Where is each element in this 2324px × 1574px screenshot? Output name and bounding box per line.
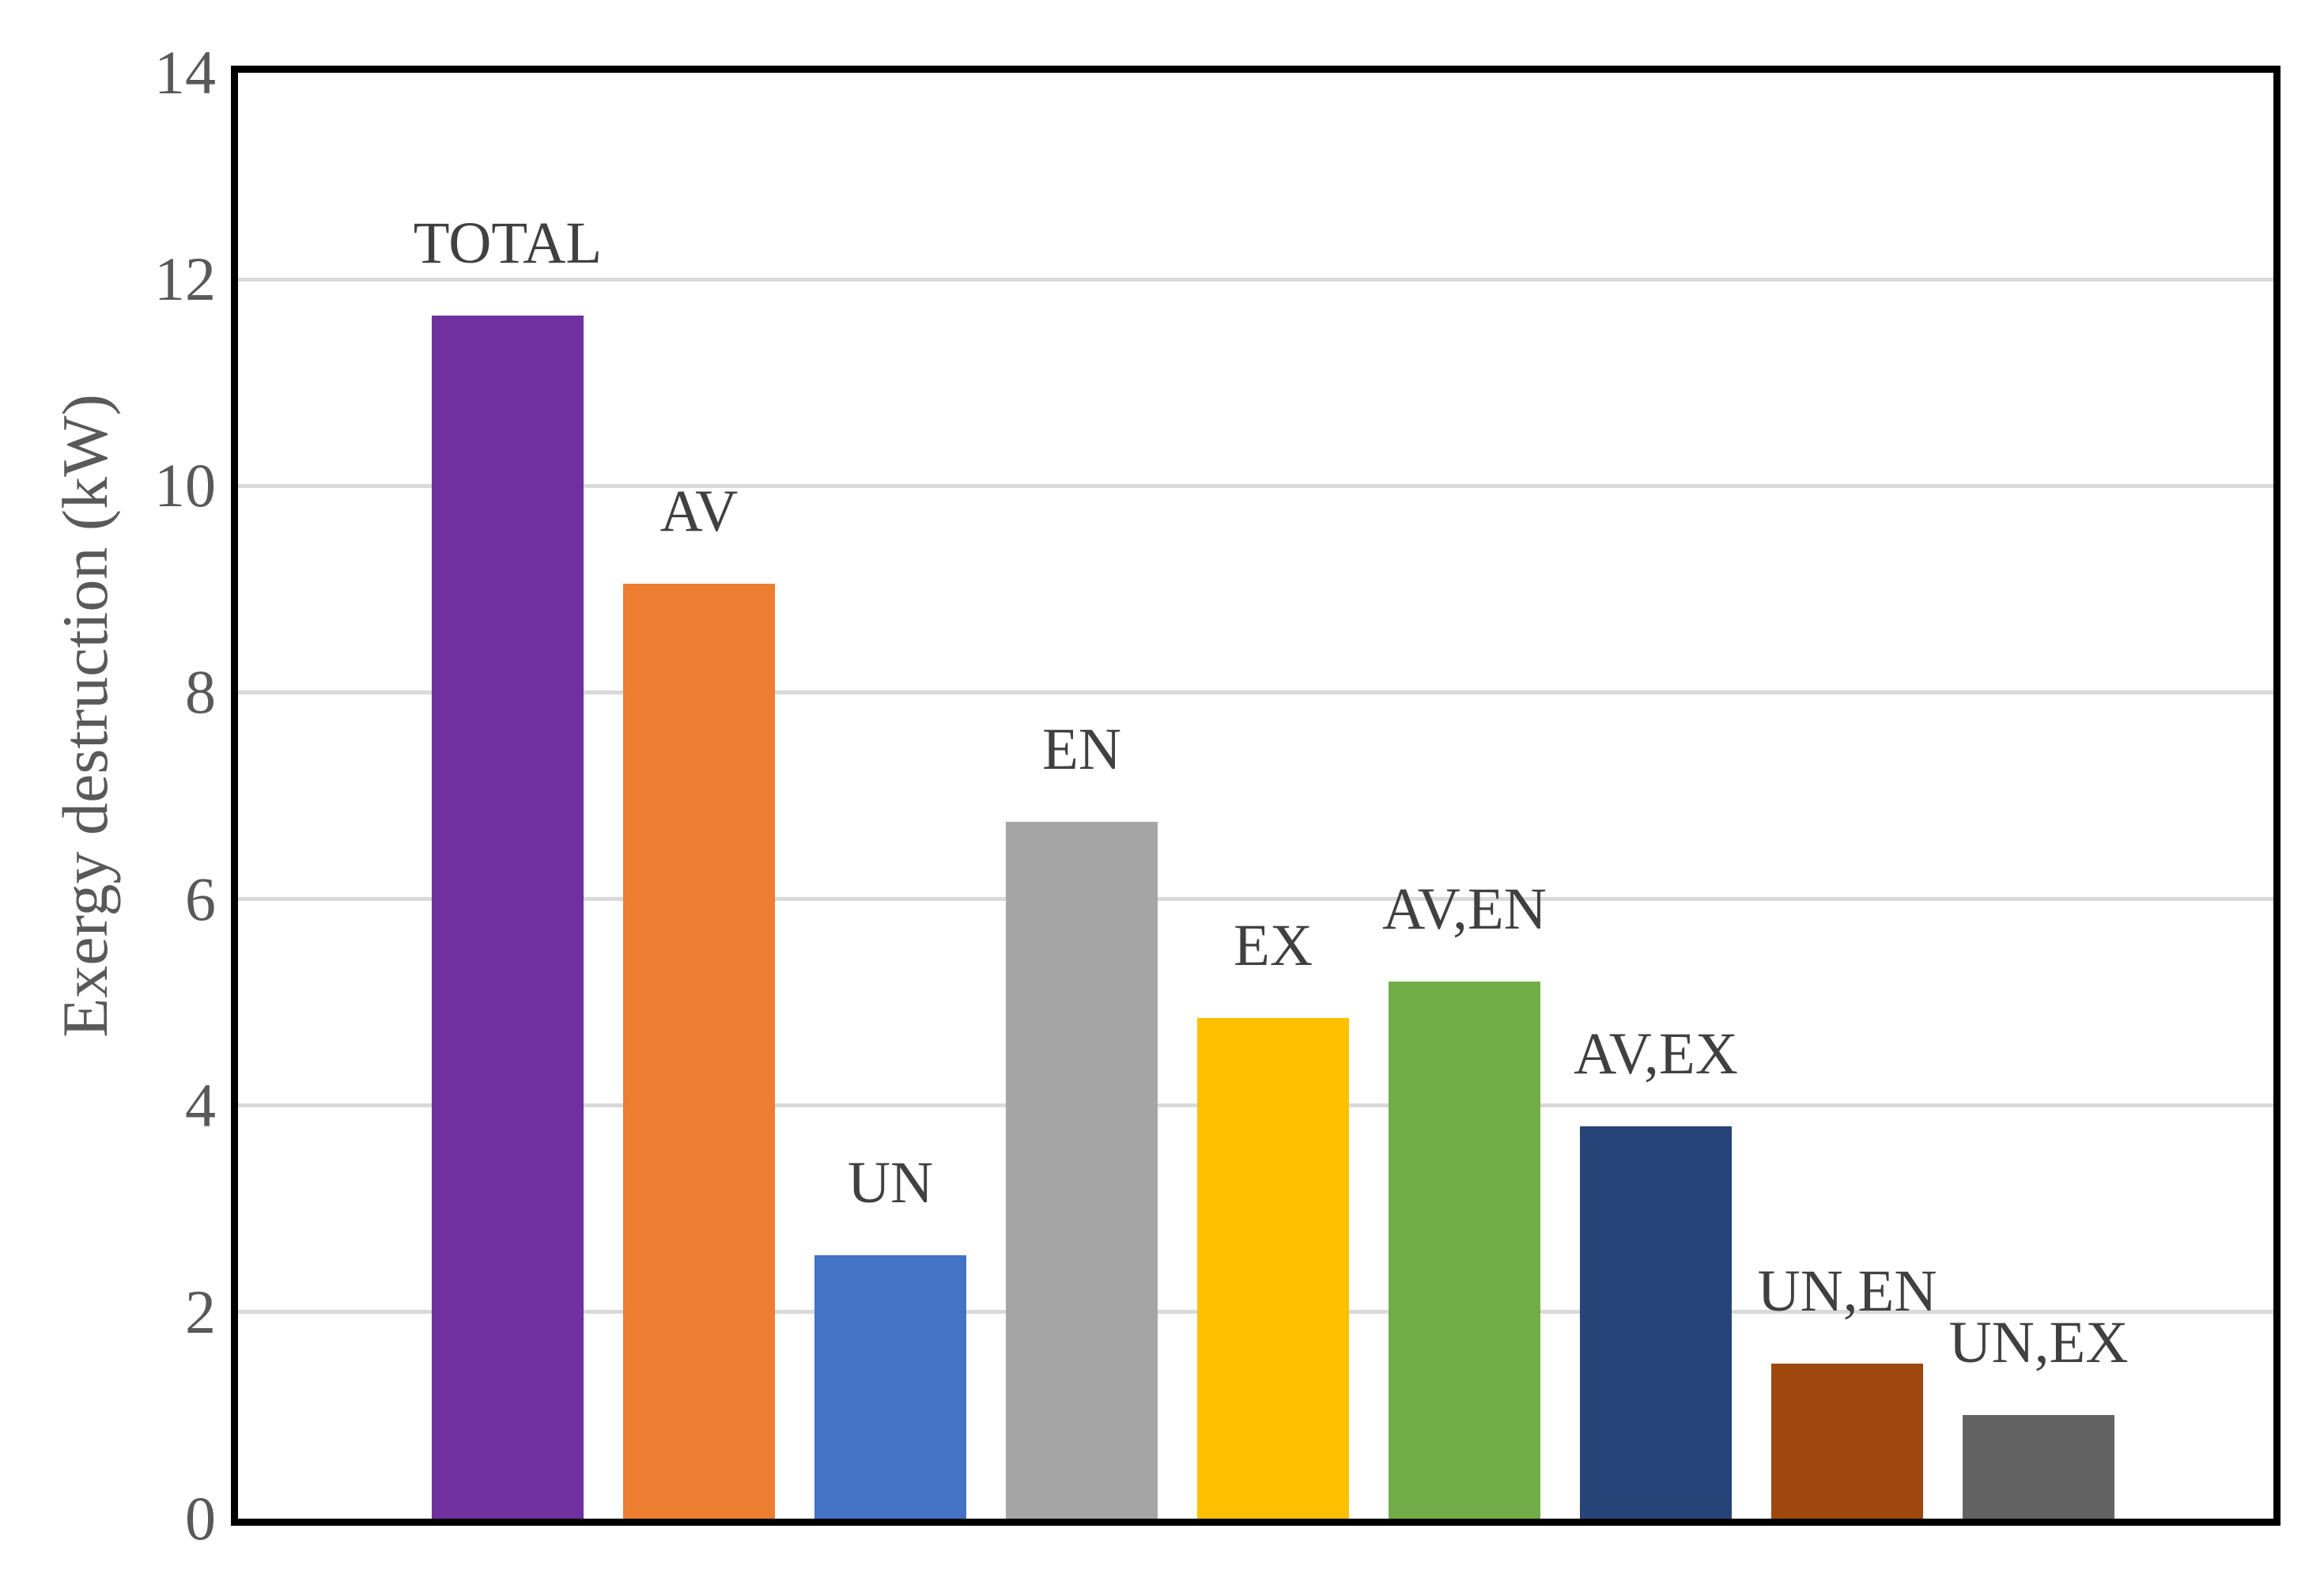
y-axis-tick-labels: 0 2 4 6 8 10 12 14 [0, 0, 216, 1574]
bar-label-EX: EX [1234, 912, 1313, 978]
bar-UN,EN [1771, 1364, 1923, 1519]
bar-label-UN: UN [847, 1150, 934, 1216]
bar-AV,EX [1580, 1126, 1732, 1519]
gridline-12 [238, 277, 2273, 282]
gridline-8 [238, 690, 2273, 694]
gridline-10 [238, 483, 2273, 488]
bar-label-UN,EN: UN,EN [1757, 1258, 1937, 1325]
bar-AV [623, 584, 775, 1519]
bar-label-TOTAL: TOTAL [413, 210, 603, 276]
bar-EX [1197, 1017, 1349, 1519]
bar-UN,EX [1963, 1415, 2114, 1519]
y-tick-label-12: 12 [154, 244, 216, 314]
bar-label-AV: AV [659, 479, 739, 545]
bar-AV,EN [1389, 982, 1540, 1519]
gridline-6 [238, 897, 2273, 902]
bar-label-UN,EX: UN,EX [1948, 1310, 2129, 1376]
y-tick-label-0: 0 [185, 1484, 216, 1553]
y-tick-label-14: 14 [154, 38, 216, 107]
y-tick-label-2: 2 [185, 1277, 216, 1346]
bar-TOTAL [432, 315, 584, 1519]
y-tick-label-8: 8 [185, 657, 216, 727]
y-tick-label-4: 4 [185, 1070, 216, 1140]
bar-label-AV,EN: AV,EN [1382, 876, 1547, 943]
y-tick-label-6: 6 [185, 864, 216, 933]
bar-label-AV,EX: AV,EX [1574, 1020, 1738, 1087]
bar-label-EN: EN [1042, 716, 1121, 782]
plot-area: TOTAL AV UN EN EX AV,EN AV,EX UN,EN UN,EX [231, 66, 2281, 1526]
bar-EN [1006, 821, 1158, 1519]
bar-UN [814, 1255, 966, 1519]
y-tick-label-10: 10 [154, 451, 216, 520]
